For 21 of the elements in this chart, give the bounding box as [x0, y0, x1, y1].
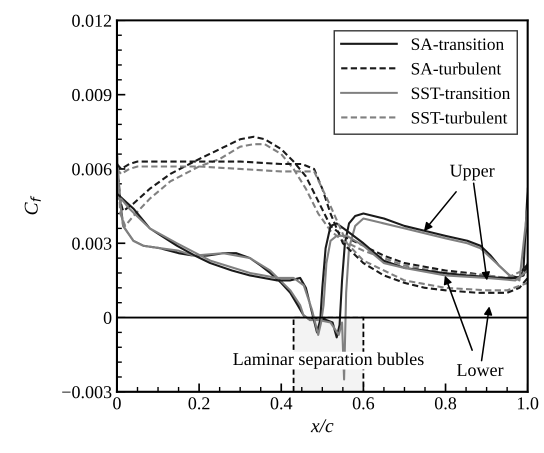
- x-axis-title: x/c: [310, 419, 334, 432]
- y-tick-label: 0.009: [72, 88, 112, 102]
- x-tick-label: 0.8: [434, 397, 456, 410]
- legend-label: SST-turbulent: [412, 111, 508, 124]
- annotation: Upper: [450, 164, 495, 180]
- y-tick-label: 0: [104, 312, 112, 324]
- y-tick-label: −0.003: [62, 386, 112, 398]
- band-label: Laminar separation bubles: [233, 352, 424, 369]
- x-tick-label: 0.2: [188, 397, 210, 410]
- y-tick-label: 0.003: [72, 238, 112, 250]
- x-tick-label: 0: [113, 397, 121, 410]
- legend-label: SST-transition: [412, 87, 510, 100]
- y-tick-label: 0.012: [72, 14, 112, 27]
- x-tick-label: 1.0: [518, 397, 538, 410]
- x-tick-label: 0.4: [270, 397, 292, 410]
- legend-label: SA-turbulent: [412, 62, 502, 75]
- y-axis-title: C$_{f}$: [24, 196, 41, 214]
- y-tick-label: 0.006: [72, 163, 112, 176]
- annotation: Lower: [456, 364, 504, 376]
- legend-label: SA-transition: [412, 38, 504, 50]
- x-tick-label: 0.6: [352, 397, 374, 410]
